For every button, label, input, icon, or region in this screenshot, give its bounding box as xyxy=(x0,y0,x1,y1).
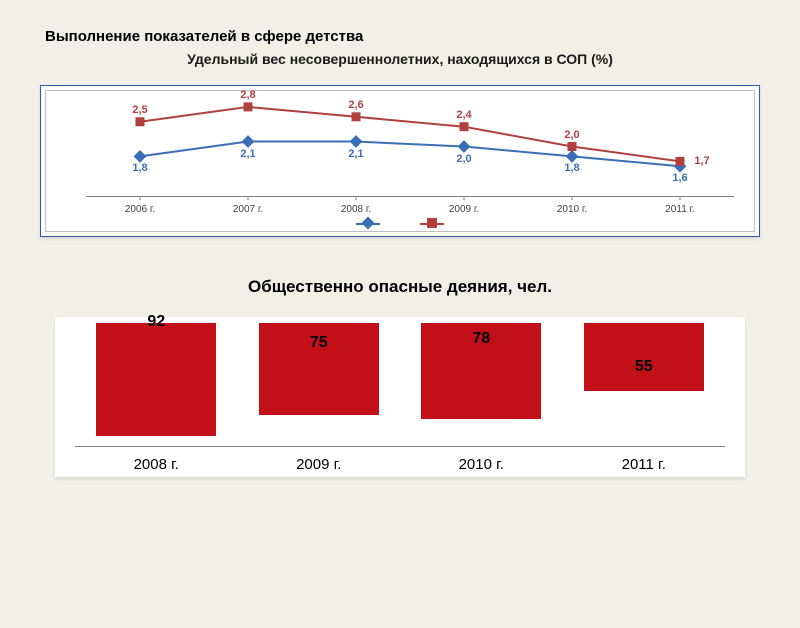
data-label: 2,6 xyxy=(348,99,363,111)
data-label: 2,1 xyxy=(348,148,363,160)
line-chart-xtick: 2008 г. xyxy=(302,204,410,215)
data-label: 2,0 xyxy=(564,129,579,141)
bar-chart-column: 92 xyxy=(75,323,238,446)
bar-value-label: 92 xyxy=(147,313,165,331)
line-chart-xtick: 2007 г. xyxy=(194,204,302,215)
bar-chart-xtick: 2010 г. xyxy=(400,456,563,473)
line-chart-plot: 1,82,12,12,01,81,62,52,82,62,42,01,7 xyxy=(86,97,734,197)
line-chart-xtick: 2010 г. xyxy=(518,204,626,215)
data-label: 2,1 xyxy=(240,148,255,160)
line-chart-legend xyxy=(46,215,754,231)
bar-chart: 92 75 78 55 2008 г.2009 г.2010 г.2011 г. xyxy=(55,317,745,477)
data-label: 2,4 xyxy=(456,109,471,121)
bar-chart-xtick: 2009 г. xyxy=(238,456,401,473)
bar-chart-title: Общественно опасные деяния, чел. xyxy=(40,277,760,297)
bar-value-label: 55 xyxy=(635,358,653,376)
bar-chart-column: 75 xyxy=(238,323,401,446)
line-chart-xtick: 2009 г. xyxy=(410,204,518,215)
line-chart-container: 1,8 2,1 2,1 2,0 1,8 1,6 2,5 2,8 2,6 2,4 2,0 1,7 200… xyxy=(40,85,760,237)
data-label: 1,6 xyxy=(672,172,687,184)
bar xyxy=(584,323,704,391)
bar-chart-xtick: 2008 г. xyxy=(75,456,238,473)
line-chart: 1,8 2,1 2,1 2,0 1,8 1,6 2,5 2,8 2,6 2,4 2,0 1,7 200… xyxy=(45,90,755,232)
bar-chart-xtick: 2011 г. xyxy=(563,456,726,473)
bar-chart-xaxis: 2008 г.2009 г.2010 г.2011 г. xyxy=(75,456,725,473)
data-label: 1,7 xyxy=(694,155,709,167)
line-chart-xtick: 2006 г. xyxy=(86,204,194,215)
data-label: 1,8 xyxy=(132,162,147,174)
bar xyxy=(96,323,216,436)
bar-value-label: 75 xyxy=(310,334,328,352)
bar-value-label: 78 xyxy=(472,330,490,348)
line-chart-xaxis: 2006 г.2007 г.2008 г.2009 г.2010 г.2011 … xyxy=(86,204,734,215)
data-label: 2,0 xyxy=(456,153,471,165)
bar-chart-column: 78 xyxy=(400,323,563,446)
bar-chart-plot: 92 75 78 55 xyxy=(75,323,725,447)
line-chart-svg xyxy=(86,97,734,196)
data-label: 2,8 xyxy=(240,89,255,101)
data-label: 2,5 xyxy=(132,104,147,116)
bar-chart-column: 55 xyxy=(563,323,726,446)
data-label: 1,8 xyxy=(564,162,579,174)
page-subtitle: Удельный вес несовершеннолетних, находящ… xyxy=(40,51,760,67)
line-chart-xtick: 2011 г. xyxy=(626,204,734,215)
page-title: Выполнение показателей в сфере детства xyxy=(45,28,800,45)
